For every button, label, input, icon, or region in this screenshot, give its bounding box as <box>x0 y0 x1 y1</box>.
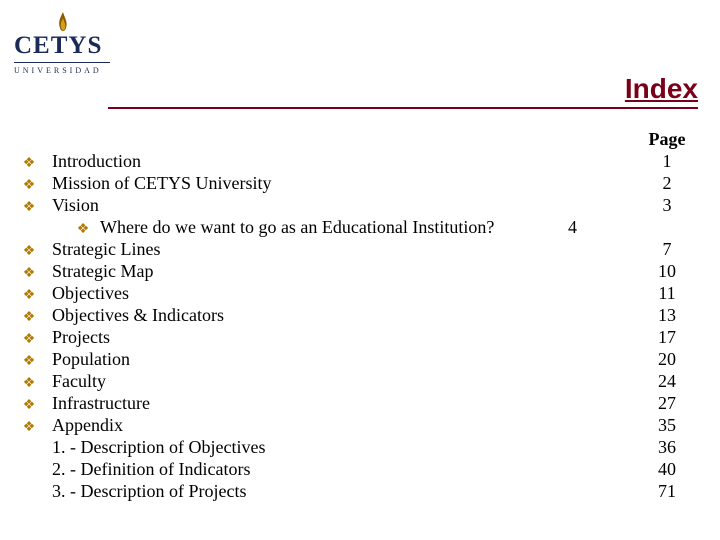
toc-label: Objectives <box>38 282 642 304</box>
toc-page: 71 <box>642 480 698 502</box>
toc-label: 2. - Definition of Indicators <box>38 458 642 480</box>
toc-row: ❖Where do we want to go as an Educationa… <box>20 216 698 238</box>
toc-row: 2. - Definition of Indicators40 <box>20 458 698 480</box>
toc-label: 3. - Description of Projects <box>38 480 642 502</box>
toc-page: 11 <box>642 282 698 304</box>
toc-page: 10 <box>642 260 698 282</box>
toc-label: Projects <box>38 326 642 348</box>
toc-page: 17 <box>642 326 698 348</box>
toc-label: Appendix <box>38 414 642 436</box>
toc-label: Population <box>38 348 642 370</box>
toc-page: 27 <box>642 392 698 414</box>
toc-page: 1 <box>642 150 698 172</box>
toc-row: ❖Objectives & Indicators13 <box>20 304 698 326</box>
bullet-icon: ❖ <box>20 153 38 175</box>
toc-row: ❖Vision3 <box>20 194 698 216</box>
toc-label: Strategic Lines <box>38 238 642 260</box>
logo-word: CETYS <box>14 32 102 60</box>
toc-row: ❖Mission of CETYS University2 <box>20 172 698 194</box>
toc-label: 1. - Description of Objectives <box>38 436 642 458</box>
bullet-icon: ❖ <box>20 351 38 373</box>
toc-page: 35 <box>642 414 698 436</box>
bullet-icon: ❖ <box>20 329 38 351</box>
toc-row: ❖Appendix35 <box>20 414 698 436</box>
title-row: Index <box>108 73 698 109</box>
bullet-icon: ❖ <box>20 285 38 307</box>
toc-label: Vision <box>38 194 642 216</box>
toc-sub-label: Where do we want to go as an Educational… <box>92 216 568 238</box>
bullet-icon: ❖ <box>20 417 38 439</box>
toc-row: 1. - Description of Objectives36 <box>20 436 698 458</box>
logo-subtitle: UNIVERSIDAD <box>14 66 102 75</box>
toc-row: 3. - Description of Projects71 <box>20 480 698 502</box>
toc-page: 40 <box>642 458 698 480</box>
toc-page: 7 <box>642 238 698 260</box>
toc-label: Objectives & Indicators <box>38 304 642 326</box>
toc-rows: ❖Introduction1❖Mission of CETYS Universi… <box>20 150 698 502</box>
toc-page: 20 <box>642 348 698 370</box>
bullet-icon: ❖ <box>20 307 38 329</box>
toc-row: ❖Infrastructure27 <box>20 392 698 414</box>
toc-label: Faculty <box>38 370 642 392</box>
toc-row: ❖Strategic Map10 <box>20 260 698 282</box>
logo-divider <box>14 62 110 63</box>
toc-page: 24 <box>642 370 698 392</box>
toc-label: Infrastructure <box>38 392 642 414</box>
toc: Page ❖Introduction1❖Mission of CETYS Uni… <box>20 128 698 508</box>
toc-row: ❖Objectives11 <box>20 282 698 304</box>
toc-page: 3 <box>642 194 698 216</box>
toc-label: Strategic Map <box>38 260 642 282</box>
bullet-icon: ❖ <box>20 263 38 285</box>
toc-row: ❖Faculty24 <box>20 370 698 392</box>
bullet-icon: ❖ <box>20 395 38 417</box>
toc-row: ❖Strategic Lines7 <box>20 238 698 260</box>
toc-label: Mission of CETYS University <box>38 172 642 194</box>
toc-page: 2 <box>642 172 698 194</box>
toc-row: ❖Introduction1 <box>20 150 698 172</box>
bullet-icon: ❖ <box>20 197 38 219</box>
page-title: Index <box>625 73 698 105</box>
toc-row: ❖Population20 <box>20 348 698 370</box>
bullet-icon: ❖ <box>20 373 38 395</box>
toc-page: 4 <box>568 216 698 238</box>
page-header: Page <box>642 128 692 150</box>
toc-label: Introduction <box>38 150 642 172</box>
logo: CETYS UNIVERSIDAD <box>8 10 118 80</box>
toc-page: 13 <box>642 304 698 326</box>
toc-row: ❖Projects17 <box>20 326 698 348</box>
bullet-icon: ❖ <box>20 175 38 197</box>
toc-page: 36 <box>642 436 698 458</box>
bullet-icon: ❖ <box>20 241 38 263</box>
